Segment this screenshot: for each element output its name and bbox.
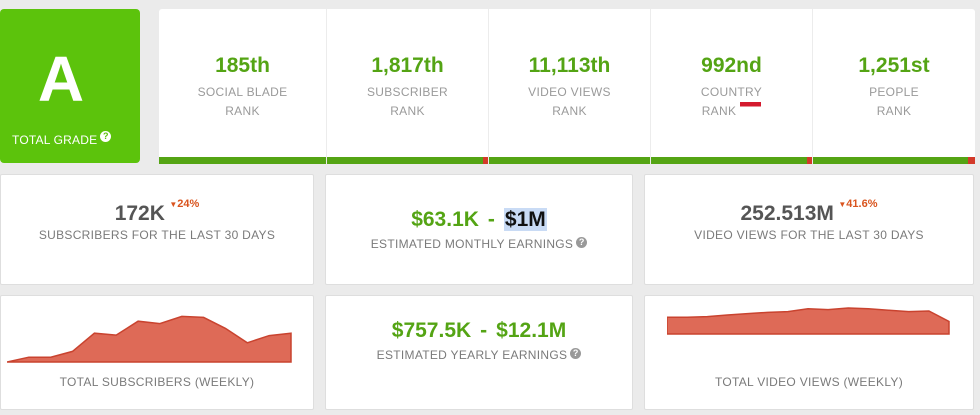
rank-label-line1: SOCIAL BLADE <box>197 85 288 99</box>
subscribers-area <box>7 315 292 363</box>
rank-subscriber: 1,817th SUBSCRIBER RANK <box>327 9 489 164</box>
monthly-earnings-high[interactable]: $1M <box>503 208 547 231</box>
rank-country: 992nd COUNTRY RANK <box>651 9 813 164</box>
rank-social-blade: 185th SOCIAL BLADE RANK <box>159 9 327 164</box>
monthly-earnings-row: $63.1K - $1M <box>326 208 632 232</box>
down-arrow-icon: ▼ <box>169 200 178 209</box>
rank-label-line2: RANK <box>552 104 587 118</box>
grade-label-row: TOTAL GRADE ? <box>12 131 112 147</box>
rank-video-views: 11,113th VIDEO VIEWS RANK <box>489 9 651 164</box>
yearly-earnings-label: ESTIMATED YEARLY EARNINGS <box>376 348 568 362</box>
rank-progress-bar <box>489 157 650 164</box>
subs-change: ▼24% <box>169 198 199 210</box>
down-arrow-icon: ▼ <box>838 200 847 209</box>
monthly-earnings-label-row: ESTIMATED MONTHLY EARNINGS? <box>326 237 632 251</box>
views-sparkline <box>667 307 950 335</box>
rank-label-line2: RANK <box>701 104 737 118</box>
question-icon[interactable]: ? <box>100 131 112 142</box>
views-value: 252.513M <box>740 202 834 225</box>
rank-value: 1,817th <box>371 54 444 77</box>
monthly-earnings-low: $63.1K <box>411 208 479 231</box>
rank-label: SOCIAL BLADE RANK <box>159 83 326 121</box>
rank-label: PEOPLE RANK <box>813 83 975 121</box>
grade-label: TOTAL GRADE <box>12 133 98 147</box>
views-weekly-chart-card: TOTAL VIDEO VIEWS (WEEKLY) <box>644 295 974 410</box>
rank-people: 1,251st PEOPLE RANK <box>813 9 975 164</box>
views-30-days-card: 252.513M ▼41.6% VIDEO VIEWS FOR THE LAST… <box>644 174 974 285</box>
views-change-value: 41.6% <box>846 198 878 210</box>
rank-value: 1,251st <box>858 54 930 77</box>
yearly-earnings-low: $757.5K <box>391 319 472 342</box>
question-icon[interactable]: ? <box>570 348 582 359</box>
subs-chart-label: TOTAL SUBSCRIBERS (WEEKLY) <box>59 375 255 389</box>
views-area <box>667 307 950 335</box>
monthly-earnings-card: $63.1K - $1M ESTIMATED MONTHLY EARNINGS? <box>325 174 633 285</box>
rank-value: 185th <box>215 54 270 77</box>
subscribers-30-days-card: 172K ▼24% SUBSCRIBERS FOR THE LAST 30 DA… <box>0 174 314 285</box>
yearly-earnings-label-row: ESTIMATED YEARLY EARNINGS? <box>326 348 632 362</box>
total-grade-card: A TOTAL GRADE ? <box>0 9 140 163</box>
rank-value: 992nd <box>701 54 762 77</box>
rank-label-line1: VIDEO VIEWS <box>528 85 611 99</box>
subs-value: 172K <box>114 202 165 225</box>
views-label: VIDEO VIEWS FOR THE LAST 30 DAYS <box>694 228 924 242</box>
rank-label: VIDEO VIEWS RANK <box>489 83 650 121</box>
rank-progress-bar <box>813 157 975 164</box>
subs-label: SUBSCRIBERS FOR THE LAST 30 DAYS <box>38 228 276 242</box>
rank-label: SUBSCRIBER RANK <box>327 83 488 121</box>
monthly-earnings-separator: - <box>487 208 495 231</box>
rank-label-line2: RANK <box>225 104 260 118</box>
question-icon[interactable]: ? <box>576 237 588 248</box>
yearly-earnings-row: $757.5K - $12.1M <box>326 319 632 343</box>
rank-label-line1: COUNTRY <box>700 85 763 99</box>
grade-letter: A <box>37 43 85 115</box>
yearly-earnings-high: $12.1M <box>496 319 567 342</box>
rank-progress-bar <box>327 157 488 164</box>
subscribers-weekly-chart-card: TOTAL SUBSCRIBERS (WEEKLY) <box>0 295 314 410</box>
rank-progress-bar <box>159 157 326 164</box>
rank-label-line2: RANK <box>876 104 912 118</box>
yearly-earnings-card: $757.5K - $12.1M ESTIMATED YEARLY EARNINGS… <box>325 295 633 410</box>
rank-progress-bar <box>651 157 812 164</box>
rank-label-line2: RANK <box>390 104 425 118</box>
rank-label-line1: SUBSCRIBER <box>366 85 449 99</box>
indonesia-flag-icon <box>740 102 762 111</box>
subs-change-value: 24% <box>177 198 200 210</box>
views-chart-label: TOTAL VIDEO VIEWS (WEEKLY) <box>714 375 904 389</box>
monthly-earnings-label: ESTIMATED MONTHLY EARNINGS <box>370 237 574 251</box>
rank-label-line1: PEOPLE <box>869 85 919 99</box>
rank-value: 11,113th <box>528 54 611 77</box>
yearly-earnings-separator: - <box>480 319 488 342</box>
subscribers-sparkline <box>7 315 292 363</box>
subs-value-row: 172K ▼24% <box>1 198 313 226</box>
rank-label: COUNTRY RANK <box>651 83 812 121</box>
ranks-panel: 185th SOCIAL BLADE RANK 1,817th SUBSCRIB… <box>159 9 975 164</box>
views-value-row: 252.513M ▼41.6% <box>645 198 973 226</box>
views-change: ▼41.6% <box>838 198 877 210</box>
